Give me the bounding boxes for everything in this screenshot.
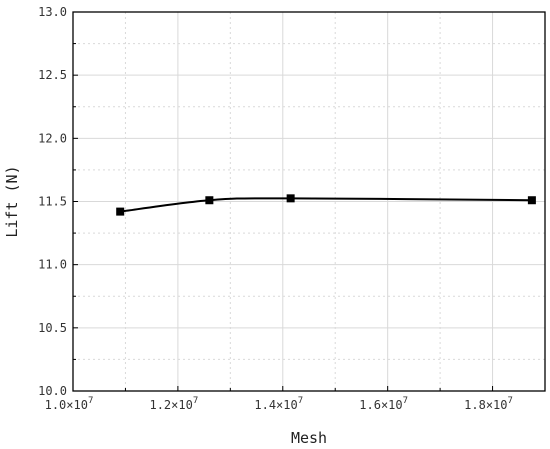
x-axis-title: Mesh	[291, 429, 327, 447]
y-tick-label: 10.5	[38, 321, 67, 335]
grid	[73, 12, 545, 391]
y-tick-label: 11.5	[38, 195, 67, 209]
series-layer	[116, 194, 536, 216]
y-tick-label: 12.0	[38, 131, 67, 145]
y-axis-title: Lift (N)	[3, 165, 21, 237]
data-point-marker	[286, 194, 295, 203]
y-tick-label: 11.0	[38, 258, 67, 272]
data-point-marker	[205, 196, 214, 205]
axis-ticks	[72, 11, 494, 392]
x-tick-label: 1.6×107	[359, 396, 408, 412]
y-tick-label: 12.5	[38, 68, 67, 82]
data-point-marker	[116, 207, 125, 216]
y-tick-label: 10.0	[38, 384, 67, 398]
data-point-marker	[527, 196, 536, 205]
x-tick-label: 1.0×107	[45, 396, 94, 412]
x-tick-label: 1.2×107	[149, 396, 198, 412]
x-tick-label: 1.4×107	[254, 396, 303, 412]
y-tick-label: 13.0	[38, 5, 67, 19]
tick-labels: 10.0 10.5 11.0 11.5 12.0 12.5 13.0 1.0×107 1.2×1…	[38, 5, 513, 412]
series-line	[120, 197, 532, 213]
x-tick-label: 1.8×107	[464, 396, 513, 412]
